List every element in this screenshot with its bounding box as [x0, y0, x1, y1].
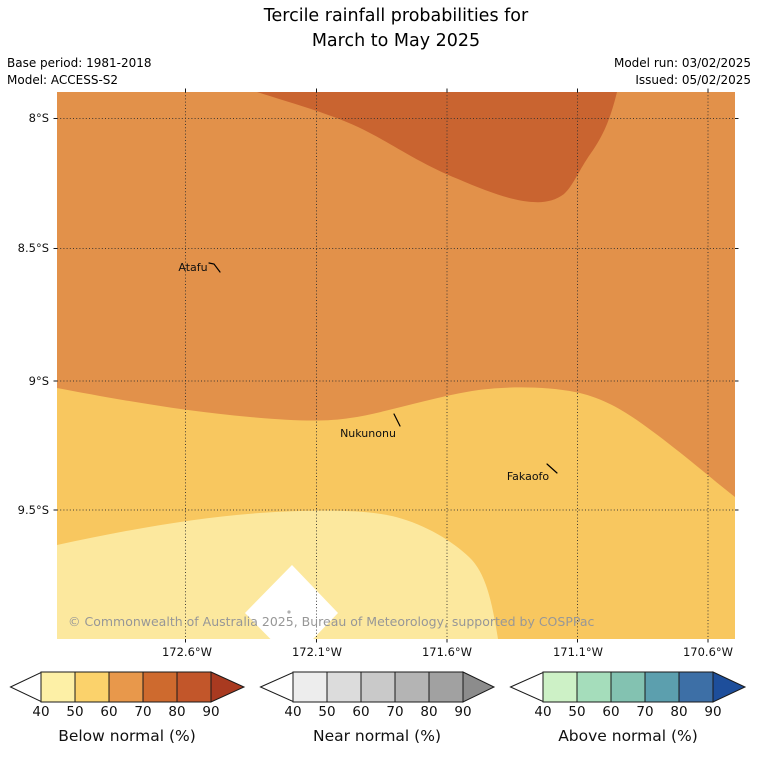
lat-tick-label-8s: 8°S: [28, 111, 49, 125]
near-tick-50: 50: [318, 704, 336, 720]
place-label-nukunonu: Nukunonu: [340, 427, 396, 440]
above-tick-70: 70: [636, 704, 654, 720]
near-normal-caption: Near normal (%): [313, 727, 441, 745]
model-run-text: Model run: 03/02/2025: [613, 56, 751, 70]
below-tick-50: 50: [66, 704, 84, 720]
lon-tick-label-172-6w: 172.6°W: [161, 645, 213, 659]
place-label-fakaofo: Fakaofo: [506, 470, 550, 483]
lat-tick-label-9-5s: 9.5°S: [17, 503, 49, 517]
map-region-below-40-50: [57, 510, 498, 639]
place-leader-lines: [208, 262, 558, 474]
lon-tick-label-170-6w: 170.6°W: [682, 645, 734, 659]
figure-title-line1: Tercile rainfall probabilities for: [263, 6, 529, 26]
nukunonu-leader-line: [393, 413, 401, 427]
fakaofo-leader-line: [546, 463, 558, 474]
colorbar-near-right-arrow: [462, 671, 496, 703]
figure-title-line2: March to May 2025: [311, 31, 481, 51]
lon-tick-label-171-6w: 171.6°W: [421, 645, 473, 659]
lat-tick-label-8-5s: 8.5°S: [17, 241, 49, 255]
below-tick-80: 80: [168, 704, 186, 720]
colorbar-near-left-arrow: [259, 671, 294, 703]
above-tick-60: 60: [602, 704, 620, 720]
colorbar-below-normal: [9, 671, 246, 703]
colorbar-below-left-arrow: [9, 671, 42, 703]
copyright-text: © Commonwealth of Australia 2025, Bureau…: [68, 614, 595, 629]
diamond-center-dot: [287, 610, 291, 614]
graticule-gridlines: [57, 92, 735, 639]
near-tick-40: 40: [284, 704, 302, 720]
lon-tick-label-171-1w: 171.1°W: [552, 645, 604, 659]
below-normal-caption: Below normal (%): [58, 727, 196, 745]
colorbar-above-right-arrow: [712, 671, 747, 703]
colorbar-above-normal: [509, 671, 747, 703]
place-label-atafu: Atafu: [178, 261, 208, 274]
near-tick-70: 70: [386, 704, 404, 720]
axis-ticks: [53, 88, 739, 643]
model-name-text: Model: ACCESS-S2: [7, 73, 119, 87]
base-period-text: Base period: 1981-2018: [7, 56, 152, 70]
above-tick-80: 80: [670, 704, 688, 720]
colorbar-above-left-arrow: [509, 671, 544, 703]
lon-tick-label-172-1w: 172.1°W: [291, 645, 343, 659]
above-tick-50: 50: [568, 704, 586, 720]
above-normal-caption: Above normal (%): [558, 727, 698, 745]
colorbar-below-right-arrow: [210, 671, 246, 703]
map-region-near-normal-diamond: [245, 565, 338, 639]
near-tick-80: 80: [420, 704, 438, 720]
near-tick-90: 90: [454, 704, 472, 720]
below-tick-40: 40: [32, 704, 50, 720]
below-tick-90: 90: [202, 704, 220, 720]
atafu-leader-line: [208, 262, 221, 273]
above-tick-90: 90: [704, 704, 722, 720]
near-tick-60: 60: [352, 704, 370, 720]
below-tick-70: 70: [134, 704, 152, 720]
issued-date-text: Issued: 05/02/2025: [635, 73, 751, 87]
lat-tick-label-9s: 9°S: [28, 374, 49, 388]
colorbar-near-normal: [259, 671, 496, 703]
below-tick-60: 60: [100, 704, 118, 720]
above-tick-40: 40: [534, 704, 552, 720]
map-region-below-70-80: [257, 92, 617, 203]
